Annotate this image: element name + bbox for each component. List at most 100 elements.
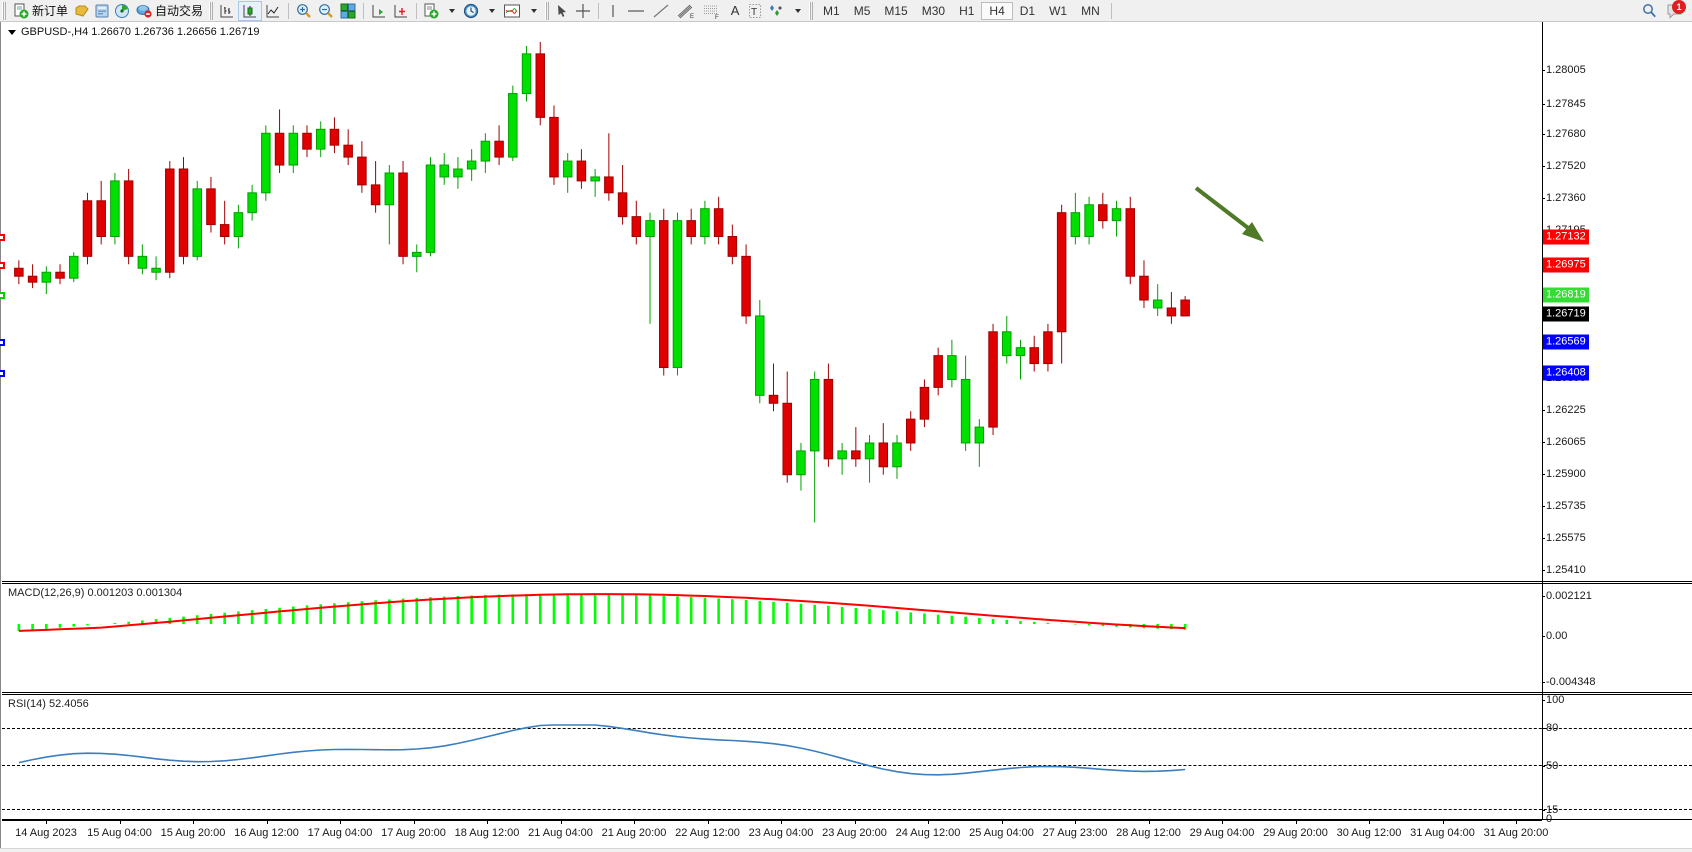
charts-button[interactable] <box>72 1 92 21</box>
candle-body <box>988 331 998 428</box>
arrows-button[interactable] <box>765 1 787 21</box>
target-line-1-tag[interactable]: 1.26569 <box>1543 334 1589 350</box>
terminal-button[interactable] <box>92 1 112 21</box>
rsi-pane[interactable]: RSI(14) 52.4056 <box>2 694 1692 820</box>
templates-button[interactable] <box>501 1 523 21</box>
line-handle[interactable] <box>0 292 5 299</box>
rsi-label: RSI(14) 52.4056 <box>8 698 89 710</box>
candle-body <box>1139 275 1149 301</box>
equidistant-channel-button[interactable]: E <box>673 1 699 21</box>
current-price-line-tag[interactable]: 1.26719 <box>1543 306 1589 322</box>
text-button[interactable]: A <box>725 1 745 21</box>
candle-body <box>384 172 395 206</box>
line-handle[interactable] <box>0 234 5 241</box>
timeframe-d1[interactable]: D1 <box>1019 3 1036 18</box>
autotrading-button[interactable]: 自动交易 <box>132 1 207 21</box>
timeframe-m30[interactable]: M30 <box>921 3 946 18</box>
down-arrow-annotation[interactable] <box>1190 182 1280 262</box>
line-handle[interactable] <box>0 370 5 377</box>
tile-windows-icon <box>340 3 356 18</box>
line-handle[interactable] <box>0 339 5 346</box>
auto-scroll-button[interactable] <box>368 1 390 21</box>
time-tick-label: 27 Aug 23:00 <box>1042 827 1108 839</box>
candle-body <box>617 192 628 218</box>
time-tick-label: 31 Aug 20:00 <box>1483 827 1549 839</box>
vertical-line-button[interactable] <box>603 1 623 21</box>
price-axis[interactable]: 1.28005 1.27845 1.27680 1.27520 1.27360 1.271… <box>1541 22 1692 825</box>
candle-body <box>1166 307 1177 317</box>
chart-menu-caret-icon[interactable] <box>8 29 16 35</box>
text-label-button[interactable]: T <box>745 1 765 21</box>
candle-body <box>123 180 134 257</box>
cursor-button[interactable] <box>552 1 572 21</box>
toolbar-grip-3[interactable] <box>545 1 551 20</box>
candle-body <box>686 220 696 237</box>
chevron-down-icon <box>449 8 456 13</box>
timeframe-m15[interactable]: M15 <box>884 3 908 18</box>
zoom-out-button[interactable] <box>315 1 337 21</box>
indicator-list-icon <box>424 3 439 18</box>
candle-body <box>892 442 902 468</box>
market-watch-button[interactable] <box>112 1 132 21</box>
indicators-dropdown[interactable] <box>441 1 461 21</box>
candle-body <box>261 132 271 194</box>
timeframe-m5[interactable]: M5 <box>853 3 871 18</box>
macd-pane[interactable]: MACD(12,26,9) 0.001203 0.001304 <box>2 583 1692 693</box>
time-tick-label: 30 Aug 12:00 <box>1336 827 1402 839</box>
time-tick-mark <box>266 821 268 824</box>
line-handle[interactable] <box>0 262 5 269</box>
candle-body <box>343 144 353 158</box>
candlestick-chart-button[interactable] <box>238 0 263 21</box>
tile-windows-button[interactable] <box>337 1 359 21</box>
new-order-button[interactable]: 新订单 <box>9 1 72 21</box>
vertical-line-icon <box>612 4 614 17</box>
notification-icon[interactable]: 1 <box>1666 0 1686 20</box>
candle-body <box>672 220 683 369</box>
target-line-2-tag[interactable]: 1.26408 <box>1543 365 1589 381</box>
search-icon[interactable] <box>1641 2 1658 19</box>
time-tick-label: 28 Aug 12:00 <box>1116 827 1181 839</box>
timeframe-mn[interactable]: MN <box>1081 3 1100 18</box>
zoom-in-button[interactable] <box>293 1 315 21</box>
candle-body <box>55 271 65 279</box>
candle-body <box>151 267 161 273</box>
toolbar-grip-2[interactable] <box>209 1 215 20</box>
templates-icon <box>504 4 521 17</box>
candle-body <box>247 192 257 214</box>
price-pane[interactable]: GBPUSD-,H4 1.26670 1.26736 1.26656 1.267… <box>0 22 1692 582</box>
crosshair-button[interactable] <box>572 1 594 21</box>
periods-dropdown[interactable] <box>481 1 501 21</box>
crosshair-icon <box>576 3 591 18</box>
trendline-button[interactable] <box>649 1 673 21</box>
line-chart-button[interactable] <box>262 1 284 21</box>
resistance-line-1-tag[interactable]: 1.27132 <box>1543 229 1589 245</box>
timeframe-w1[interactable]: W1 <box>1049 3 1068 18</box>
chart-shift-button[interactable] <box>390 1 412 21</box>
timeframe-m1[interactable]: M1 <box>823 3 840 18</box>
timeframe-h4[interactable]: H4 <box>981 1 1013 20</box>
time-axis[interactable]: 14 Aug 2023 15 Aug 04:00 15 Aug 20:00 16 Au… <box>2 820 1548 852</box>
horizontal-line-icon <box>628 9 645 12</box>
fibonacci-button[interactable]: F <box>699 1 725 21</box>
candle-body <box>110 180 120 237</box>
candle-body <box>398 172 408 257</box>
resistance-line-2-tag[interactable]: 1.26975 <box>1543 257 1589 273</box>
document-plus-icon <box>14 3 29 18</box>
horizontal-line-button[interactable] <box>623 1 649 21</box>
time-tick-label: 15 Aug 20:00 <box>160 827 226 839</box>
toolbar-grip-4[interactable] <box>809 1 815 20</box>
toolbar-grip-1[interactable] <box>2 1 7 20</box>
time-tick-mark <box>340 821 341 824</box>
candle-body <box>919 386 930 420</box>
periods-button[interactable] <box>461 1 481 21</box>
candle-body <box>1056 212 1067 333</box>
candle-body <box>1125 208 1136 277</box>
support-line-green-tag[interactable]: 1.26819 <box>1543 287 1589 303</box>
bar-chart-button[interactable] <box>216 1 238 21</box>
templates-dropdown[interactable] <box>523 1 543 21</box>
timeframe-h1[interactable]: H1 <box>959 3 975 18</box>
arrows-dropdown[interactable] <box>787 1 807 21</box>
indicators-button[interactable] <box>421 1 441 21</box>
chart-symbol-header[interactable]: GBPUSD-,H4 1.26670 1.26736 1.26656 1.267… <box>8 26 260 38</box>
zoom-out-icon <box>319 3 333 18</box>
